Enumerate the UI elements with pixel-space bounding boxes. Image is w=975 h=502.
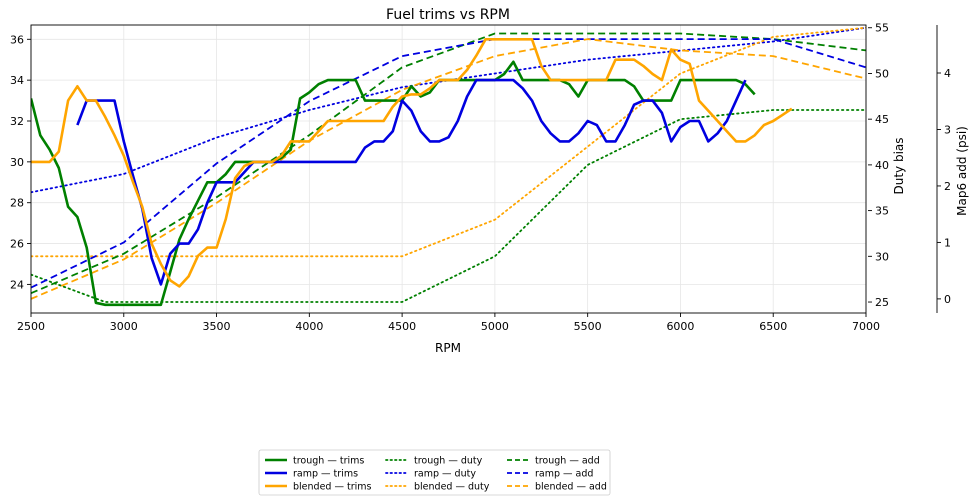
duty-tick-label: 50 — [875, 67, 889, 80]
series-line-8 — [31, 38, 866, 300]
chart-title: Fuel trims vs RPM — [386, 7, 510, 23]
legend-label-2: blended — trims — [293, 482, 372, 493]
y-tick-label: 28 — [10, 197, 24, 210]
axes: 2500 3000 3500 4000 4500 5000 5500 6000 6500 7000… — [10, 22, 951, 333]
legend-label-3: trough — duty — [414, 456, 483, 467]
legend-label-4: ramp — duty — [414, 469, 476, 480]
y-tick-label: 24 — [10, 278, 24, 291]
duty-tick-label: 25 — [875, 296, 889, 309]
series-line-0 — [31, 60, 756, 307]
duty-tick-label: 45 — [875, 113, 889, 126]
y-tick-label: 34 — [10, 74, 24, 87]
map6-axis-title: Map6 add (psi) — [955, 126, 969, 216]
x-tick-label: 5000 — [481, 320, 509, 333]
legend-box — [258, 449, 611, 496]
duty-tick-label: 30 — [875, 250, 889, 263]
duty-tick-label: 55 — [875, 22, 889, 35]
x-tick-label: 3000 — [110, 320, 138, 333]
series-line-2 — [31, 37, 793, 288]
map6-tick-label: 1 — [944, 236, 951, 249]
legend: trough — trims ramp — trims blended — trim… — [258, 449, 611, 496]
series-lines — [31, 26, 866, 307]
x-tick-label: 7000 — [852, 320, 880, 333]
legend-label-7: ramp — add — [535, 469, 593, 480]
series-line-1 — [76, 78, 747, 286]
x-axis-title: RPM — [435, 341, 461, 355]
map6-tick-label: 0 — [944, 293, 951, 306]
legend-label-8: blended — add — [535, 482, 607, 493]
x-tick-label: 3500 — [203, 320, 231, 333]
series-line-4 — [31, 26, 866, 194]
x-tick-label: 6500 — [759, 320, 787, 333]
legend-label-6: trough — add — [535, 456, 600, 467]
map6-tick-label: 4 — [944, 67, 951, 80]
x-tick-label: 5500 — [574, 320, 602, 333]
series-line-6 — [31, 32, 866, 295]
x-tick-label: 4500 — [388, 320, 416, 333]
y-tick-label: 26 — [10, 238, 24, 251]
legend-label-1: ramp — trims — [293, 469, 358, 480]
map6-tick-label: 2 — [944, 180, 951, 193]
legend-label-5: blended — duty — [414, 482, 490, 493]
x-tick-label: 6000 — [666, 320, 694, 333]
y-tick-label: 30 — [10, 156, 24, 169]
duty-tick-label: 35 — [875, 205, 889, 218]
y-tick-label: 36 — [10, 33, 24, 46]
series-line-7 — [31, 38, 866, 289]
duty-tick-label: 40 — [875, 159, 889, 172]
x-tick-label: 4000 — [295, 320, 323, 333]
duty-axis-title: Duty bias — [892, 137, 906, 194]
plot-frame — [30, 24, 867, 314]
x-tick-label: 2500 — [17, 320, 45, 333]
y-tick-label: 32 — [10, 115, 24, 128]
legend-label-0: trough — trims — [293, 456, 364, 467]
series-line-3 — [31, 109, 866, 303]
map6-tick-label: 3 — [944, 123, 951, 136]
